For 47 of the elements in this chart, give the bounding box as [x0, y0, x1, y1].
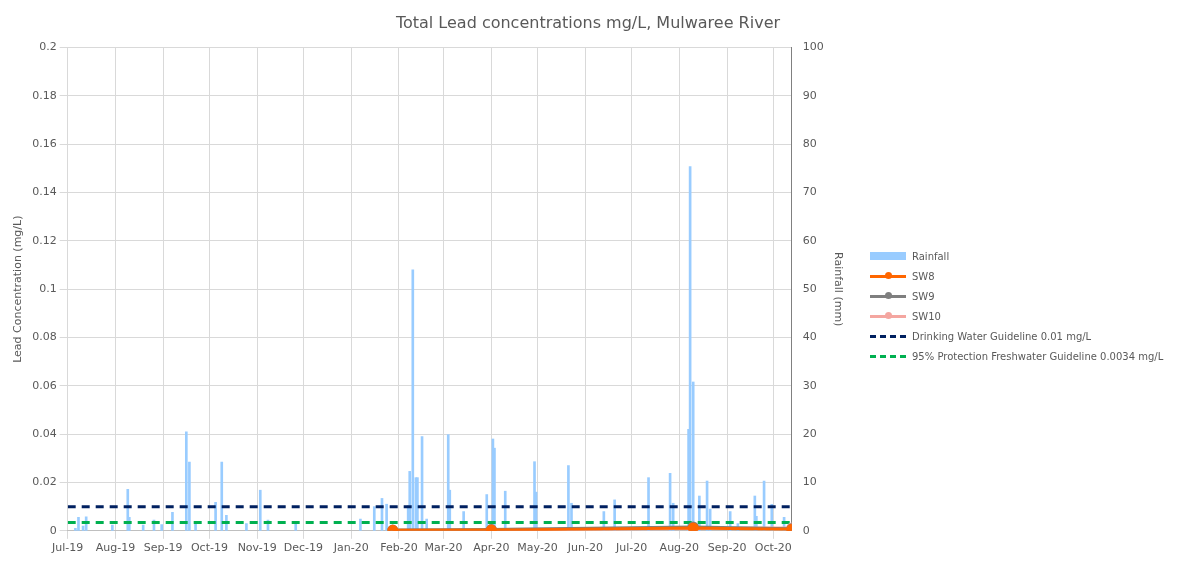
legend-label: Rainfall	[912, 250, 950, 262]
y2-tick-label: 10	[802, 475, 817, 489]
x-tick-label: Oct-20	[754, 541, 792, 555]
y2-tick-label: 100	[802, 40, 824, 54]
x-tick-label: Dec-19	[283, 541, 324, 555]
y2-tick-label: 50	[802, 282, 817, 296]
x-tick-label: Apr-20	[473, 541, 510, 555]
x-tick-label: Sep-19	[143, 541, 183, 555]
y-tick-label: 0.2	[39, 40, 57, 54]
x-tick-label: Jul-19	[51, 541, 84, 555]
x-tick-label: Aug-19	[95, 541, 136, 555]
x-tick-label: May-20	[517, 541, 558, 555]
chart-title: Total Lead concentrations mg/L, Mulwaree River	[394, 12, 782, 34]
x-tick-label: Sep-20	[707, 541, 747, 555]
y2-tick-label: 30	[802, 378, 817, 392]
y2-tick-label: 40	[802, 330, 817, 344]
y-tick-label: 0.1	[39, 282, 57, 296]
legend-label: SW8	[912, 270, 935, 282]
x-tick-label: Mar-20	[424, 541, 463, 555]
y2-tick-label: 80	[802, 137, 817, 151]
x-tick-label: Jul-20	[614, 541, 648, 555]
y2-axis-title: Rainfall (mm)	[831, 252, 845, 327]
y-tick-label: 0.12	[32, 233, 57, 247]
y-tick-label: 0.14	[32, 185, 57, 199]
y2-tick-label: 60	[802, 233, 817, 247]
y-tick-label: 0.16	[32, 137, 57, 151]
x-tick-label: Oct-19	[190, 541, 228, 555]
y-tick-label: 0.02	[32, 475, 57, 489]
legend-label: SW9	[912, 290, 935, 302]
y-tick-label: 0.08	[32, 330, 57, 344]
y2-tick-label: 90	[802, 88, 817, 102]
legend-label: Drinking Water Guideline 0.01 mg/L	[912, 330, 1092, 342]
y2-tick-label: 70	[802, 185, 817, 199]
y-tick-label: 0.04	[32, 427, 57, 441]
x-tick-label: Jun-20	[566, 541, 603, 555]
y2-tick-label: 0	[802, 523, 810, 537]
y-tick-label: 0.18	[32, 88, 57, 102]
x-tick-label: Jan-20	[332, 541, 369, 555]
y-tick-label: 0	[49, 523, 57, 537]
legend-label: SW10	[912, 310, 941, 322]
y-axis-title: Lead Concentration (mg/L)	[11, 215, 25, 363]
y2-tick-label: 20	[802, 427, 817, 441]
legend-label: 95% Protection Freshwater Guideline 0.0034 mg/L	[912, 350, 1164, 362]
y-tick-label: 0.06	[32, 378, 57, 392]
x-tick-label: Aug-20	[659, 541, 700, 555]
x-tick-label: Feb-20	[380, 541, 418, 555]
x-tick-label: Nov-19	[237, 541, 277, 555]
